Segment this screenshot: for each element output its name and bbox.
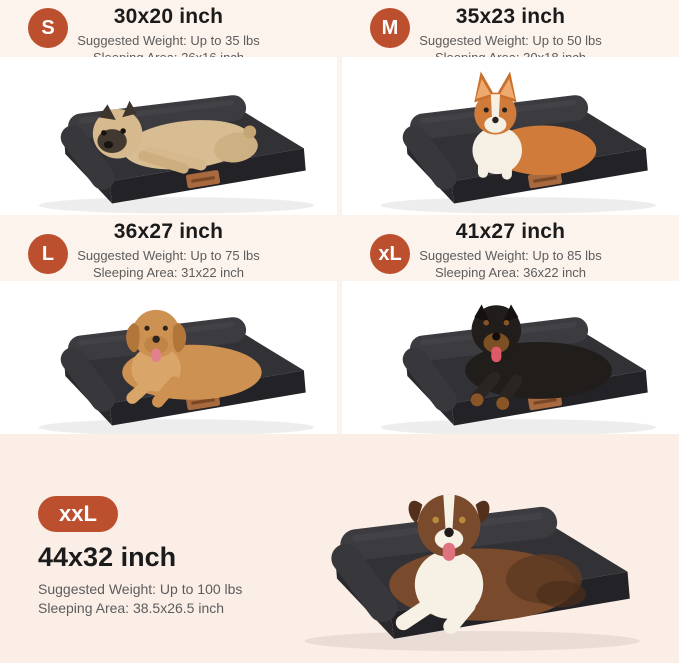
australian-shepherd-on-bed-illustration (259, 494, 677, 663)
size-badge-l: L (28, 234, 68, 274)
size-title: 41x27 inch (455, 220, 566, 243)
size-title: 36x27 inch (113, 220, 224, 243)
size-card-l-header: 36x27 inch Suggested Weight: Up to 75 lb… (0, 215, 337, 281)
sleeping-area: Sleeping Area: 38.5x26.5 inch (38, 600, 225, 616)
rottweiler-on-bed-illustration (355, 304, 667, 440)
size-card-l: L 36x27 inch Suggested Weight: Up to 75 … (0, 215, 337, 434)
size-badge-s: S (28, 8, 68, 48)
size-badge-xl: xL (370, 234, 410, 274)
golden-retriever-graphic (121, 309, 262, 408)
size-card-xl: xL 41x27 inch Suggested Weight: Up to 85… (342, 215, 679, 434)
corgi-graphic (471, 71, 596, 181)
sleeping-area: Sleeping Area: 36x22 inch (434, 265, 587, 280)
size-badge-xxl: xxL (38, 496, 118, 532)
product-photo-s (0, 57, 337, 215)
pug-on-bed-illustration (13, 53, 325, 218)
suggested-weight: Suggested Weight: Up to 35 lbs (77, 33, 260, 48)
product-photo-xl (342, 281, 679, 434)
size-card-xl-header: 41x27 inch Suggested Weight: Up to 85 lb… (342, 215, 679, 281)
size-card-xxl: xxL 44x32 inch Suggested Weight: Up to 1… (0, 434, 679, 663)
sleeping-area: Sleeping Area: 31x22 inch (92, 265, 245, 280)
size-title: 35x23 inch (455, 5, 566, 28)
size-card-s: S 30x20 inch Suggested Weight: Up to 35 … (0, 0, 337, 215)
australian-shepherd-graphic (389, 494, 586, 634)
product-photo-xxl (259, 444, 677, 663)
product-photo-m (342, 57, 679, 215)
size-title: 44x32 inch (38, 542, 177, 572)
size-title: 30x20 inch (113, 5, 224, 28)
corgi-on-bed-illustration (355, 71, 667, 218)
product-photo-l (0, 281, 337, 434)
rottweiler-graphic (464, 304, 612, 410)
suggested-weight: Suggested Weight: Up to 75 lbs (77, 248, 260, 263)
size-card-xxl-details: Suggested Weight: Up to 100 lbs Sleeping… (38, 580, 242, 618)
suggested-weight: Suggested Weight: Up to 85 lbs (419, 248, 602, 263)
suggested-weight: Suggested Weight: Up to 100 lbs (38, 581, 243, 597)
pug-graphic (92, 101, 258, 175)
golden-retriever-on-bed-illustration (13, 309, 325, 440)
suggested-weight: Suggested Weight: Up to 50 lbs (419, 33, 602, 48)
size-badge-m: M (370, 8, 410, 48)
size-card-m: M 35x23 inch Suggested Weight: Up to 50 … (342, 0, 679, 215)
